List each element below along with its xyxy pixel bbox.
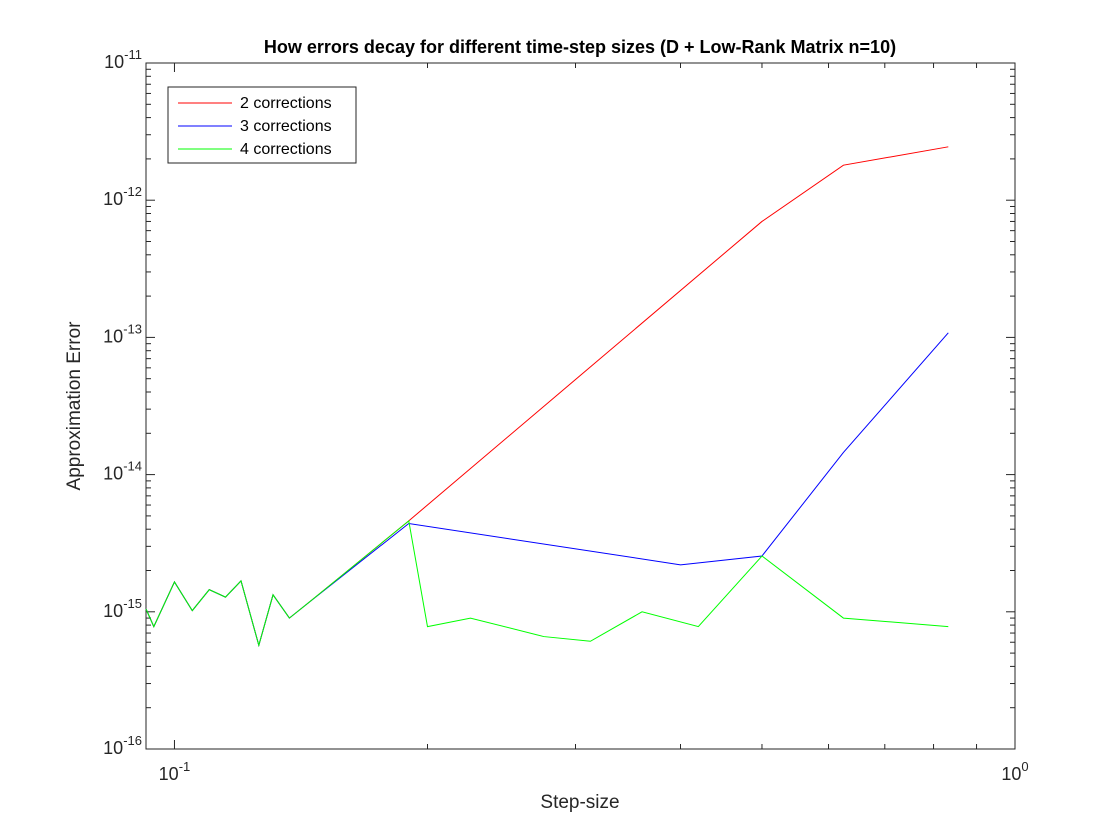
y-tick-labels: 10-16 10-15 10-14 10-13 10-12 10-11 — [103, 47, 142, 758]
tick-marks — [146, 62, 1016, 750]
legend-box — [167, 86, 357, 164]
y-tick-label: 10-14 — [103, 459, 142, 484]
y-tick-label: 10-16 — [103, 733, 142, 758]
legend-label: 2 corrections — [240, 95, 332, 112]
series-line-4-corrections — [145, 519, 949, 648]
y-tick-label: 10-13 — [103, 321, 142, 346]
y-axis-label: Approximation Error — [64, 321, 85, 491]
x-tick-label: 10-1 — [159, 759, 191, 784]
x-axis-label: Step-size — [540, 792, 619, 813]
series-layer — [145, 146, 949, 648]
y-tick-label: 10-11 — [104, 47, 142, 72]
legend-label: 4 corrections — [240, 141, 332, 158]
legend: 2 corrections 3 corrections 4 corrections — [167, 86, 357, 164]
legend-label: 3 corrections — [240, 118, 332, 135]
y-tick-label: 10-12 — [103, 184, 142, 209]
y-tick-label: 10-15 — [103, 596, 142, 621]
x-tick-labels: 10-1 100 — [159, 759, 1029, 784]
chart-title: How errors decay for different time-step… — [264, 37, 896, 57]
x-tick-label: 100 — [1001, 759, 1028, 784]
plot-area — [145, 62, 1016, 750]
